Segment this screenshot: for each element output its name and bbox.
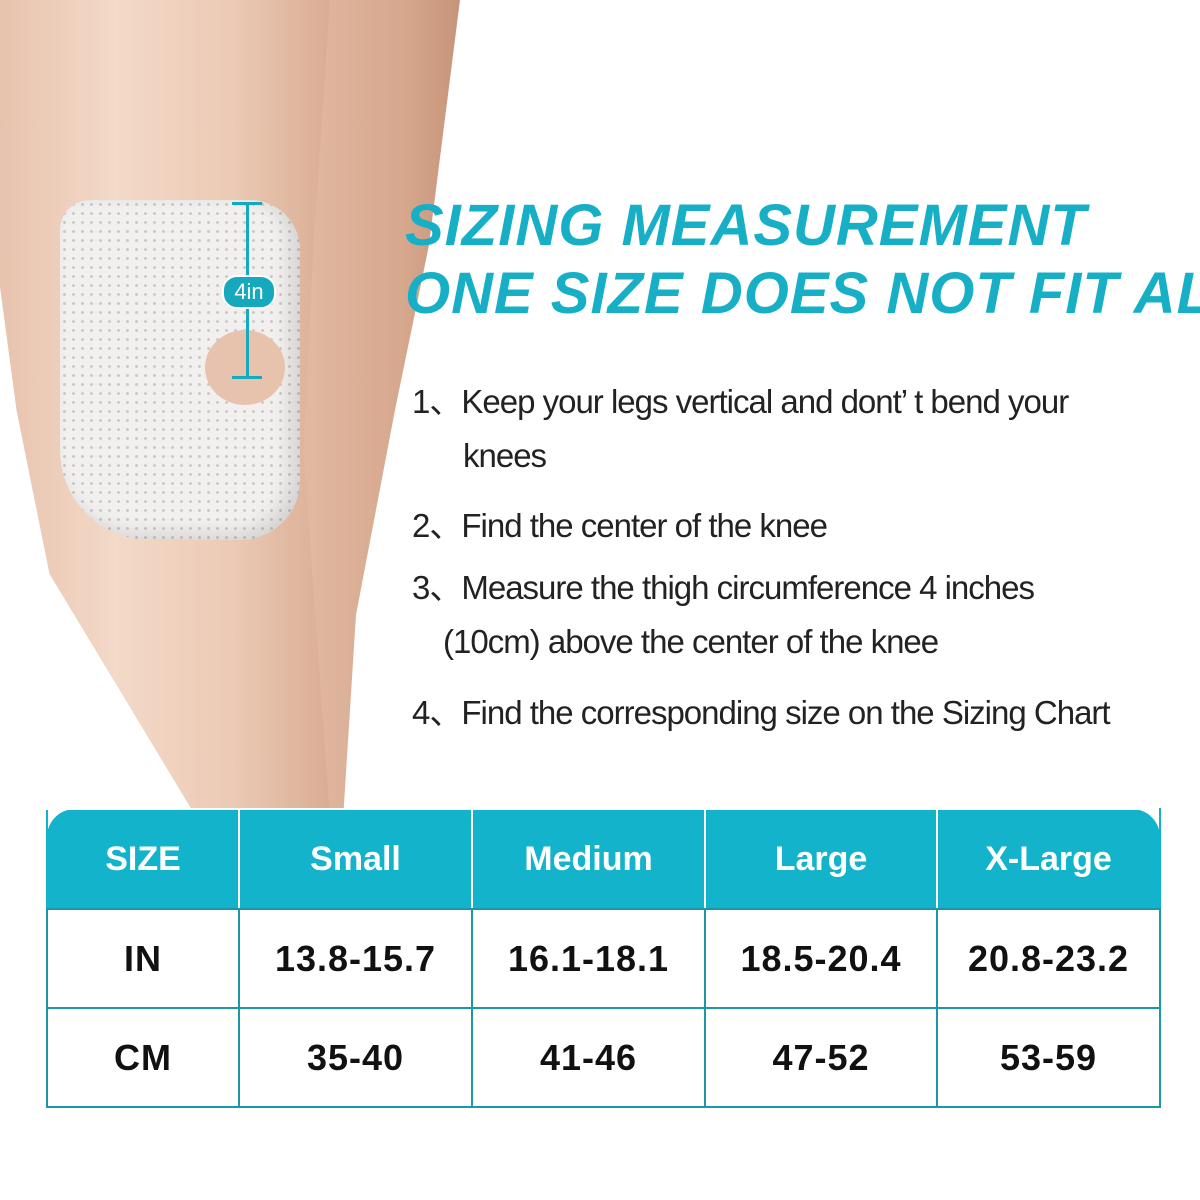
step-3: 3、Measure the thigh circumference 4 inch… [412,569,1035,606]
step-1: 1、Keep your legs vertical and dont’ t be… [412,383,1069,420]
table-cell: 35-40 [238,1007,473,1108]
title-line-2: ONE SIZE DOES NOT FIT ALL [405,261,1200,326]
measure-cap-top [232,202,262,205]
header-cell: X-Large [936,808,1161,910]
table-cell: 18.5-20.4 [704,908,938,1009]
table-cell: 16.1-18.1 [471,908,706,1009]
header-cell: Small [238,808,473,910]
table-cell: 13.8-15.7 [238,908,473,1009]
step-4: 4、Find the corresponding size on the Siz… [412,694,1111,731]
row-label: IN [46,908,240,1009]
table-cell: 47-52 [704,1007,938,1108]
step-1-cont: knees [463,437,547,474]
knee-brace-patella-opening [205,330,285,405]
header-cell: Medium [471,808,706,910]
header-cell: SIZE [46,808,240,910]
header-cell: Large [704,808,938,910]
table-header-row: SIZE Small Medium Large X-Large [46,808,1161,910]
table-cell: 53-59 [936,1007,1161,1108]
sizing-chart: SIZE Small Medium Large X-Large IN 13.8-… [46,808,1161,1108]
row-label: CM [46,1007,240,1108]
table-row: IN 13.8-15.7 16.1-18.1 18.5-20.4 20.8-23… [46,908,1161,1009]
step-2: 2、Find the center of the knee [412,507,828,544]
table-row: CM 35-40 41-46 47-52 53-59 [46,1007,1161,1108]
table-cell: 41-46 [471,1007,706,1108]
title-line-1: SIZING MEASUREMENT [405,193,1087,258]
table-cell: 20.8-23.2 [936,908,1161,1009]
measure-badge: 4in [222,275,276,309]
step-3-cont: (10cm) above the center of the knee [443,623,939,660]
measure-cap-bottom [232,376,262,379]
